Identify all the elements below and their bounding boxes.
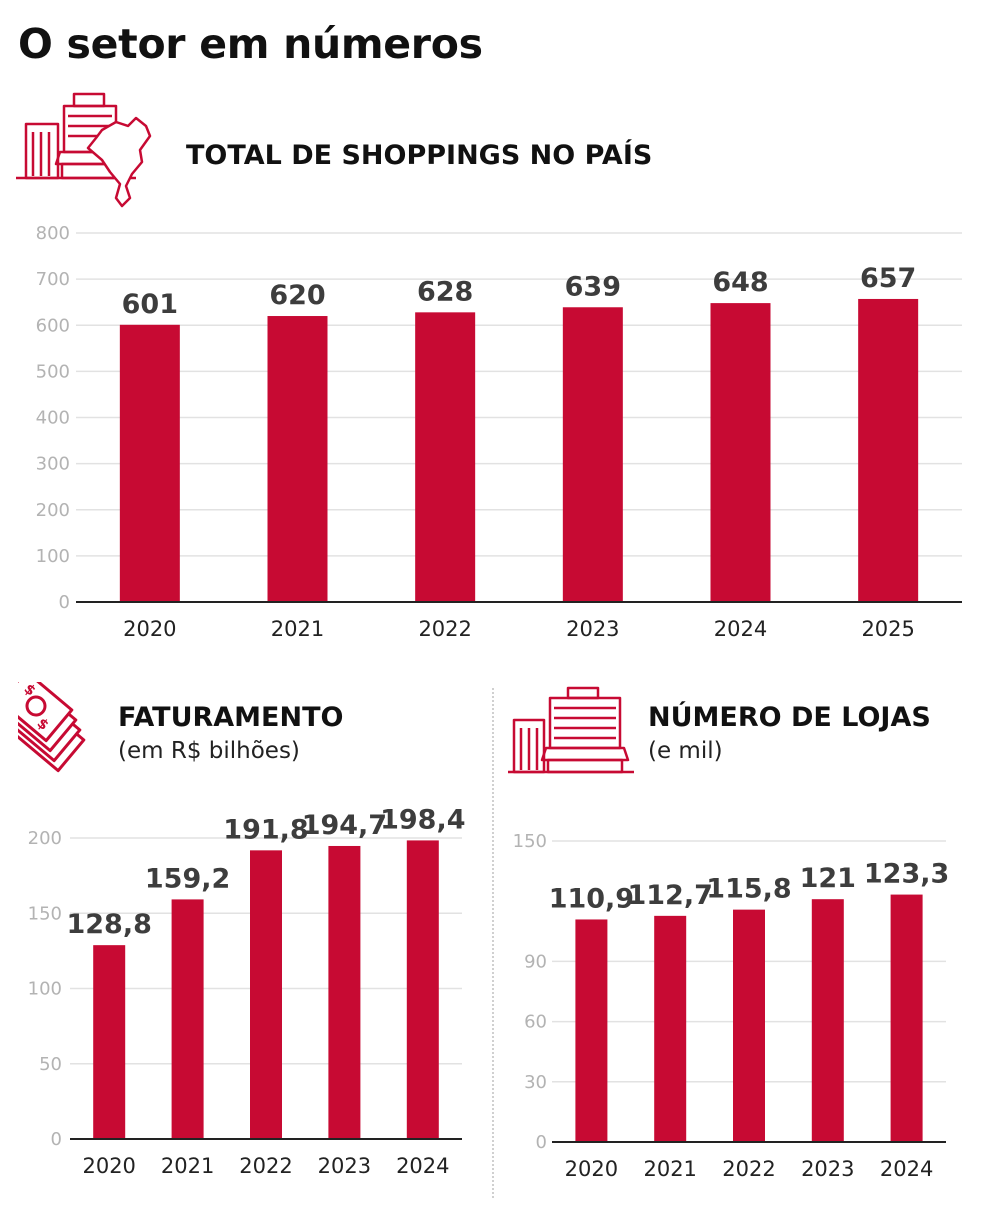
bar-2025 xyxy=(858,298,919,602)
x-category-label: 2023 xyxy=(318,1154,371,1178)
x-category-label: 2021 xyxy=(161,1154,214,1178)
bar-value-label: 620 xyxy=(269,280,325,311)
y-tick-label: 700 xyxy=(36,269,70,290)
mall-brazil-map-icon xyxy=(16,92,152,208)
chart-total-shoppings: 0 100 200 300 400 500 600 700 800 601 2020 620 2021 6… xyxy=(36,223,962,641)
x-category-label: 2022 xyxy=(722,1157,775,1181)
y-tick-label: 300 xyxy=(36,454,70,475)
bar-2020 xyxy=(119,324,180,602)
bar-value-label: 628 xyxy=(417,276,473,307)
bar-2024 xyxy=(890,894,923,1142)
y-tick-label: 150 xyxy=(513,831,547,852)
bar-value-label: 115,8 xyxy=(706,874,791,905)
bar-value-label: 191,8 xyxy=(223,814,308,845)
y-tick-label: 100 xyxy=(28,979,62,1000)
x-category-label: 2023 xyxy=(566,617,619,641)
bar-value-label: 648 xyxy=(712,267,768,298)
page-title: O setor em números xyxy=(18,20,483,68)
bar-2024 xyxy=(710,303,771,602)
section-heading-faturamento: FATURAMENTO xyxy=(118,702,344,733)
y-tick-label: 30 xyxy=(524,1072,547,1093)
bar-2023 xyxy=(328,845,361,1139)
y-tick-label: 100 xyxy=(36,546,70,567)
bar-value-label: 198,4 xyxy=(380,804,465,835)
x-category-label: 2024 xyxy=(880,1157,933,1181)
y-tick-label: 200 xyxy=(36,500,70,521)
section-subheading-faturamento: (em R$ bilhões) xyxy=(118,738,300,764)
y-tick-label: 600 xyxy=(36,315,70,336)
bar-2020 xyxy=(93,945,126,1139)
bar-value-label: 657 xyxy=(860,263,916,294)
bar-value-label: 128,8 xyxy=(66,909,151,940)
chart-numero-lojas: 0 30 60 90 150 110,9 2020 112,7 2021 115,8 2022 121… xyxy=(513,831,950,1181)
bar-2023 xyxy=(811,899,844,1142)
bar-value-label: 110,9 xyxy=(549,883,634,914)
x-category-label: 2020 xyxy=(123,617,176,641)
x-category-label: 2022 xyxy=(418,617,471,641)
x-category-label: 2025 xyxy=(861,617,914,641)
x-category-label: 2023 xyxy=(801,1157,854,1181)
section-heading-lojas: NÚMERO DE LOJAS xyxy=(648,702,931,733)
x-category-label: 2021 xyxy=(643,1157,696,1181)
bar-value-label: 159,2 xyxy=(145,863,230,894)
section-heading-shoppings: TOTAL DE SHOPPINGS NO PAÍS xyxy=(186,140,653,171)
x-category-label: 2022 xyxy=(239,1154,292,1178)
y-tick-label: 200 xyxy=(28,828,62,849)
bar-2020 xyxy=(575,919,608,1142)
bar-2021 xyxy=(171,899,204,1139)
bar-2022 xyxy=(415,312,476,602)
x-category-label: 2021 xyxy=(271,617,324,641)
bar-value-label: 194,7 xyxy=(302,810,387,841)
bar-2022 xyxy=(250,850,282,1139)
chart-faturamento: 0 50 100 150 200 128,8 2020 159,2 2021 191,8 2022 1… xyxy=(28,804,466,1178)
bar-value-label: 112,7 xyxy=(627,880,712,911)
bar-value-label: 601 xyxy=(122,289,178,320)
bar-2021 xyxy=(267,316,328,602)
y-tick-label: 90 xyxy=(524,951,547,972)
bar-value-label: 123,3 xyxy=(864,859,949,890)
bar-2024 xyxy=(406,840,439,1139)
bar-value-label: 121 xyxy=(800,863,856,894)
section-divider xyxy=(492,688,494,1198)
y-tick-label: 50 xyxy=(39,1054,62,1075)
x-category-label: 2024 xyxy=(396,1154,449,1178)
bar-2022 xyxy=(733,909,765,1142)
y-tick-label: 500 xyxy=(36,361,70,382)
y-tick-label: 400 xyxy=(36,408,70,429)
section-subheading-lojas: (e mil) xyxy=(648,738,723,764)
y-tick-label: 60 xyxy=(524,1012,547,1033)
y-tick-label: 800 xyxy=(36,223,70,244)
y-tick-label: 0 xyxy=(536,1132,547,1153)
x-category-label: 2020 xyxy=(565,1157,618,1181)
bar-2023 xyxy=(562,307,623,602)
y-tick-label: 0 xyxy=(59,592,70,613)
y-tick-label: 150 xyxy=(28,903,62,924)
money-bills-icon: $ $ xyxy=(18,682,86,773)
x-category-label: 2020 xyxy=(82,1154,135,1178)
bar-2021 xyxy=(654,915,687,1142)
x-category-label: 2024 xyxy=(714,617,767,641)
building-store-icon xyxy=(508,686,634,774)
bar-value-label: 639 xyxy=(565,271,621,302)
y-tick-label: 0 xyxy=(51,1129,62,1150)
